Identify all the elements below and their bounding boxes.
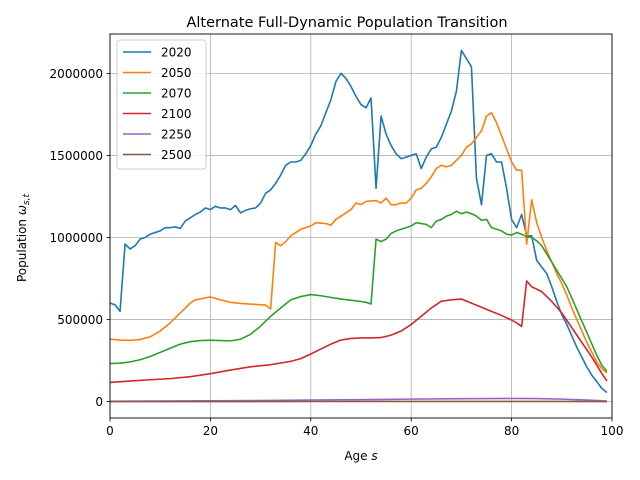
y-tick-label: 1500000 — [50, 149, 103, 163]
x-tick-label: 40 — [303, 424, 318, 438]
chart-title: Alternate Full-Dynamic Population Transi… — [186, 15, 507, 31]
y-tick-label: 0 — [95, 395, 103, 409]
plot-area-frame — [109, 33, 613, 419]
legend-label: 2500 — [161, 148, 192, 162]
x-tick-label: 20 — [203, 424, 218, 438]
y-tick-label: 2000000 — [50, 67, 103, 81]
x-axis-label: Age s — [344, 449, 377, 463]
x-tick-label: 100 — [601, 424, 624, 438]
legend-label: 2050 — [161, 66, 192, 80]
series-line-2100 — [109, 280, 608, 384]
x-tick-label: 60 — [404, 424, 419, 438]
legend-label: 2250 — [161, 128, 192, 142]
axis-ticks: 0 20 40 60 80 100 0 500000 1000000 1500000 2000000 — [50, 67, 624, 438]
x-tick-label: 80 — [504, 424, 519, 438]
series-lines — [109, 49, 608, 403]
legend-label: 2070 — [161, 87, 192, 101]
legend-label: 2020 — [161, 46, 192, 60]
legend-label: 2100 — [161, 107, 192, 121]
series-line-2070 — [109, 210, 608, 372]
y-tick-label: 1000000 — [50, 231, 103, 245]
y-tick-label: 500000 — [57, 313, 103, 327]
y-axis-label: Population ωs,t — [15, 194, 32, 282]
series-line-2020 — [109, 49, 608, 394]
series-line-2050 — [109, 111, 608, 374]
legend: 2020 2050 2070 2100 2250 2500 — [116, 39, 207, 170]
x-tick-label: 0 — [106, 424, 114, 438]
